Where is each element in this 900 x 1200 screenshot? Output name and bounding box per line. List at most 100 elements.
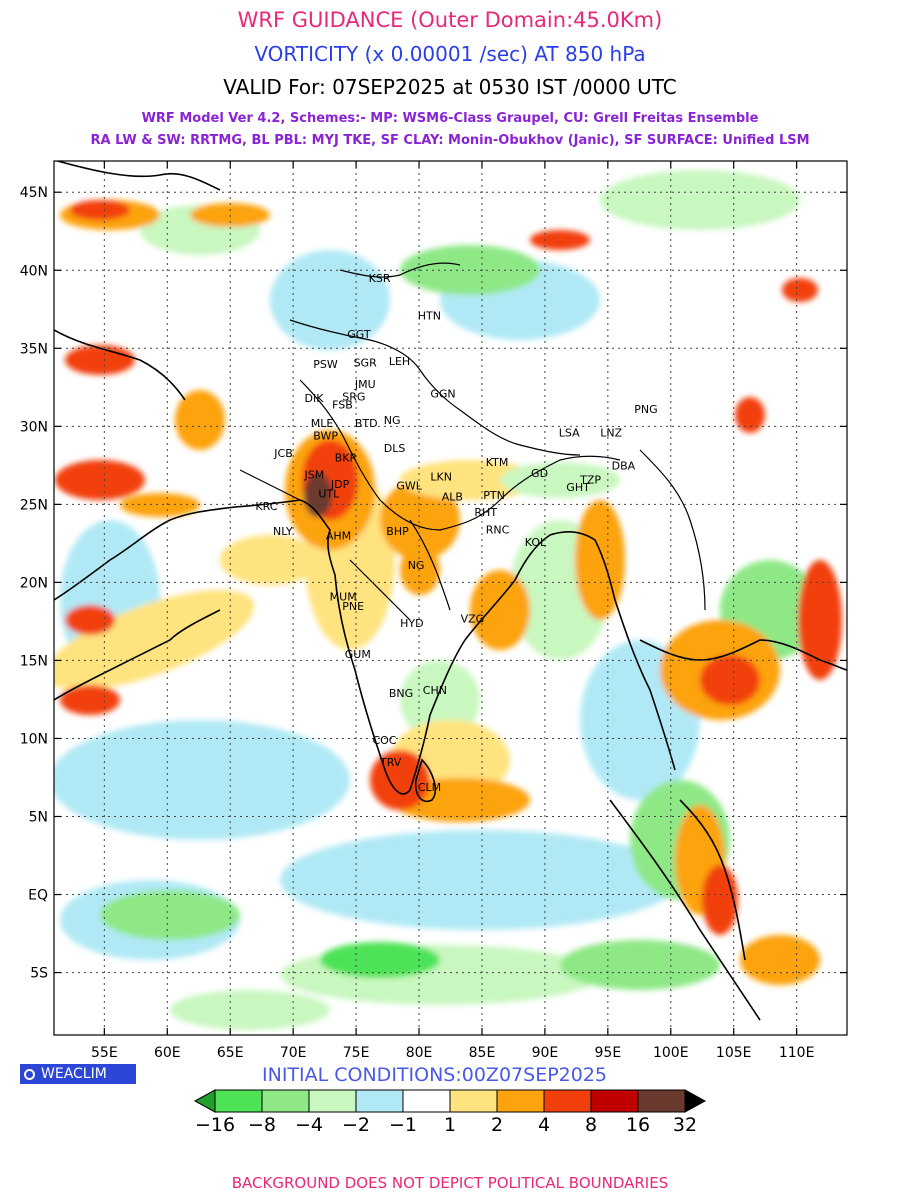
station-label: PSW bbox=[313, 358, 338, 371]
station-label: MUM bbox=[330, 590, 357, 603]
station-label: LEH bbox=[389, 355, 410, 368]
lon-tick-label: 70E bbox=[280, 1045, 307, 1060]
initial-conditions: INITIAL CONDITIONS:00Z07SEP2025 bbox=[262, 1064, 608, 1086]
station-label: JSM bbox=[303, 469, 324, 482]
station-label: PNE bbox=[342, 600, 364, 613]
circle-logo-icon bbox=[24, 1069, 35, 1080]
legend-label: −8 bbox=[248, 1114, 276, 1136]
station-label: UTL bbox=[318, 487, 340, 500]
legend-label: −1 bbox=[389, 1114, 417, 1136]
lat-tick-label: 35N bbox=[20, 341, 48, 357]
station-label: BKR bbox=[335, 452, 358, 465]
station-label: KRC bbox=[255, 500, 277, 513]
station-label: MLE bbox=[311, 417, 334, 430]
station-label: JMU bbox=[354, 378, 376, 391]
variable-title: VORTICITY (x 0.00001 /sec) AT 850 hPa bbox=[254, 42, 646, 66]
station-label: TZP bbox=[579, 473, 601, 486]
axes: 45N 40N 35N 30N 25N 20N 15N 10N 5N EQ 5S 55E 60E 65E 7… bbox=[20, 161, 847, 1060]
legend-label: 32 bbox=[673, 1114, 697, 1136]
station-label: LNZ bbox=[600, 427, 622, 440]
station-label: JDP bbox=[330, 478, 350, 491]
station-label: RNC bbox=[486, 523, 510, 536]
station-label: SRG bbox=[342, 391, 365, 404]
station-label: HTN bbox=[418, 310, 441, 323]
legend-swatch bbox=[214, 1089, 263, 1113]
station-label: PNG bbox=[634, 403, 657, 416]
boundary-lines bbox=[239, 262, 706, 621]
lat-tick-label: 45N bbox=[20, 185, 48, 201]
lat-tick-label: 10N bbox=[20, 731, 48, 747]
legend-swatch bbox=[193, 1089, 216, 1113]
station-label: DLS bbox=[384, 442, 406, 455]
legend-label: 4 bbox=[538, 1114, 550, 1136]
station-label: PTN bbox=[483, 489, 505, 502]
station-label: KOL bbox=[525, 536, 547, 549]
weaclim-brand-badge: WEACLIM bbox=[20, 1064, 136, 1084]
station-label: GUM bbox=[345, 648, 371, 661]
station-label: GD bbox=[531, 467, 548, 480]
lon-tick-label: 90E bbox=[532, 1045, 559, 1060]
chart-title: WRF GUIDANCE (Outer Domain:45.0Km) bbox=[237, 8, 663, 32]
lat-tick-label: 30N bbox=[20, 419, 48, 435]
coastlines bbox=[54, 161, 847, 1021]
legend-swatch bbox=[684, 1089, 707, 1113]
lon-tick-label: 95E bbox=[595, 1045, 622, 1060]
station-label: LKN bbox=[430, 470, 452, 483]
legend-label: −4 bbox=[295, 1114, 323, 1136]
station-label: NLY bbox=[273, 525, 293, 538]
lon-tick-label: 55E bbox=[91, 1045, 118, 1060]
vorticity-field bbox=[54, 161, 847, 1035]
station-label: COC bbox=[372, 734, 396, 747]
plot-frame bbox=[53, 160, 848, 1036]
footer-disclaimer: BACKGROUND DOES NOT DEPICT POLITICAL BOU… bbox=[231, 1174, 669, 1192]
legend-swatch bbox=[449, 1089, 498, 1113]
legend-label: −16 bbox=[195, 1114, 235, 1136]
station-label: NG bbox=[408, 559, 425, 572]
legend-label: 16 bbox=[626, 1114, 650, 1136]
station-label: BHP bbox=[386, 525, 409, 538]
lon-tick-label: 60E bbox=[154, 1045, 181, 1060]
station-label: JCB bbox=[273, 447, 292, 460]
lat-tick-label: 5S bbox=[30, 966, 48, 982]
lat-tick-label: 15N bbox=[20, 653, 48, 669]
legend-swatch bbox=[355, 1089, 404, 1113]
lat-tick-label: 5N bbox=[29, 810, 48, 826]
station-label: BNG bbox=[389, 687, 413, 700]
legend-swatch bbox=[590, 1089, 639, 1113]
station-label: SGR bbox=[354, 356, 378, 369]
station-label: CHN bbox=[423, 684, 447, 697]
lon-tick-label: 100E bbox=[653, 1045, 689, 1060]
station-label: KSR bbox=[369, 272, 391, 285]
legend-label: 8 bbox=[585, 1114, 597, 1136]
station-label: DIK bbox=[304, 392, 324, 405]
station-label: TRV bbox=[379, 756, 402, 769]
legend-swatch bbox=[496, 1089, 545, 1113]
legend-label: 1 bbox=[444, 1114, 456, 1136]
station-label: KTM bbox=[486, 456, 509, 469]
station-label: NG bbox=[384, 414, 401, 427]
legend-label: −2 bbox=[342, 1114, 370, 1136]
station-label: HYD bbox=[400, 617, 423, 630]
lat-tick-label: 40N bbox=[20, 263, 48, 279]
legend-swatch bbox=[261, 1089, 310, 1113]
station-label: BWP bbox=[313, 430, 338, 443]
station-label: AHM bbox=[326, 530, 351, 543]
lat-tick-label: 20N bbox=[20, 575, 48, 591]
legend-swatch bbox=[402, 1089, 451, 1113]
station-label: DBA bbox=[612, 459, 636, 472]
station-label: VZG bbox=[461, 612, 485, 625]
station-label: ALB bbox=[442, 491, 463, 504]
station-label: BTD bbox=[355, 417, 378, 430]
station-label: LSA bbox=[559, 427, 580, 440]
model-schemes-line1: WRF Model Ver 4.2, Schemes:- MP: WSM6-Cl… bbox=[141, 111, 759, 126]
lon-tick-label: 85E bbox=[469, 1045, 496, 1060]
station-label: RHT bbox=[474, 506, 497, 519]
station-label: GGT bbox=[347, 328, 371, 341]
color-legend: −16 −8 −4 −2 −1 1 2 4 8 16 32 bbox=[193, 1089, 707, 1136]
model-schemes-line2: RA LW & SW: RRTMG, BL PBL: MYJ TKE, SF C… bbox=[90, 133, 810, 148]
graticule bbox=[54, 161, 847, 1035]
station-labels: KSR HTN GGT PSW SGR LEH JMU DIK SRG GGN FSB MLE BTD N… bbox=[255, 272, 657, 794]
station-label: GHT bbox=[566, 481, 590, 494]
station-label: CLM bbox=[418, 781, 441, 794]
lon-tick-label: 105E bbox=[716, 1045, 752, 1060]
